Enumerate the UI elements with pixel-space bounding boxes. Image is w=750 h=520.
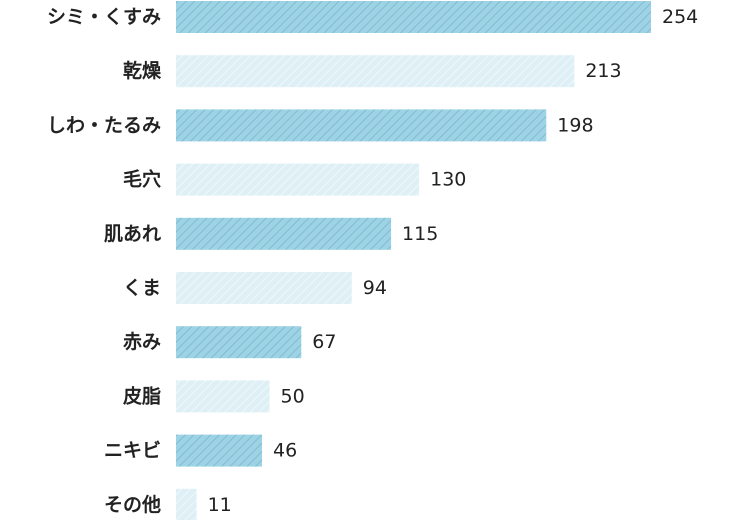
value-label: 50	[281, 385, 305, 407]
category-label: 毛穴	[123, 168, 161, 191]
bar-8	[176, 434, 263, 467]
value-label: 130	[430, 169, 466, 191]
category-label: しわ・たるみ	[47, 114, 161, 136]
value-label: 198	[557, 114, 593, 136]
bars-group	[176, 1, 651, 520]
category-label: ニキビ	[104, 440, 161, 462]
bar-2	[176, 109, 547, 142]
category-label: 皮脂	[123, 384, 161, 407]
category-label: 乾燥	[123, 59, 162, 82]
value-label: 254	[662, 6, 698, 28]
bar-6	[176, 326, 302, 359]
bar-4	[176, 217, 392, 250]
category-label: その他	[104, 493, 161, 516]
category-label: 肌あれ	[104, 223, 161, 245]
value-label: 115	[402, 223, 438, 245]
bar-9	[176, 488, 197, 520]
category-label: 赤み	[123, 331, 161, 353]
value-labels: 254 213 198 130 115 94 67 50 46 11	[208, 6, 699, 516]
category-label: シミ・くすみ	[47, 6, 161, 28]
bar-5	[176, 272, 352, 304]
bar-3	[176, 163, 420, 196]
category-label: くま	[123, 277, 161, 299]
value-label: 94	[363, 277, 387, 299]
value-label: 11	[208, 494, 232, 516]
value-label: 46	[273, 440, 297, 462]
value-label: 213	[585, 60, 621, 82]
value-label: 67	[312, 331, 336, 353]
bar-0	[176, 1, 651, 33]
bar-7	[176, 380, 270, 413]
bar-1	[176, 55, 575, 88]
